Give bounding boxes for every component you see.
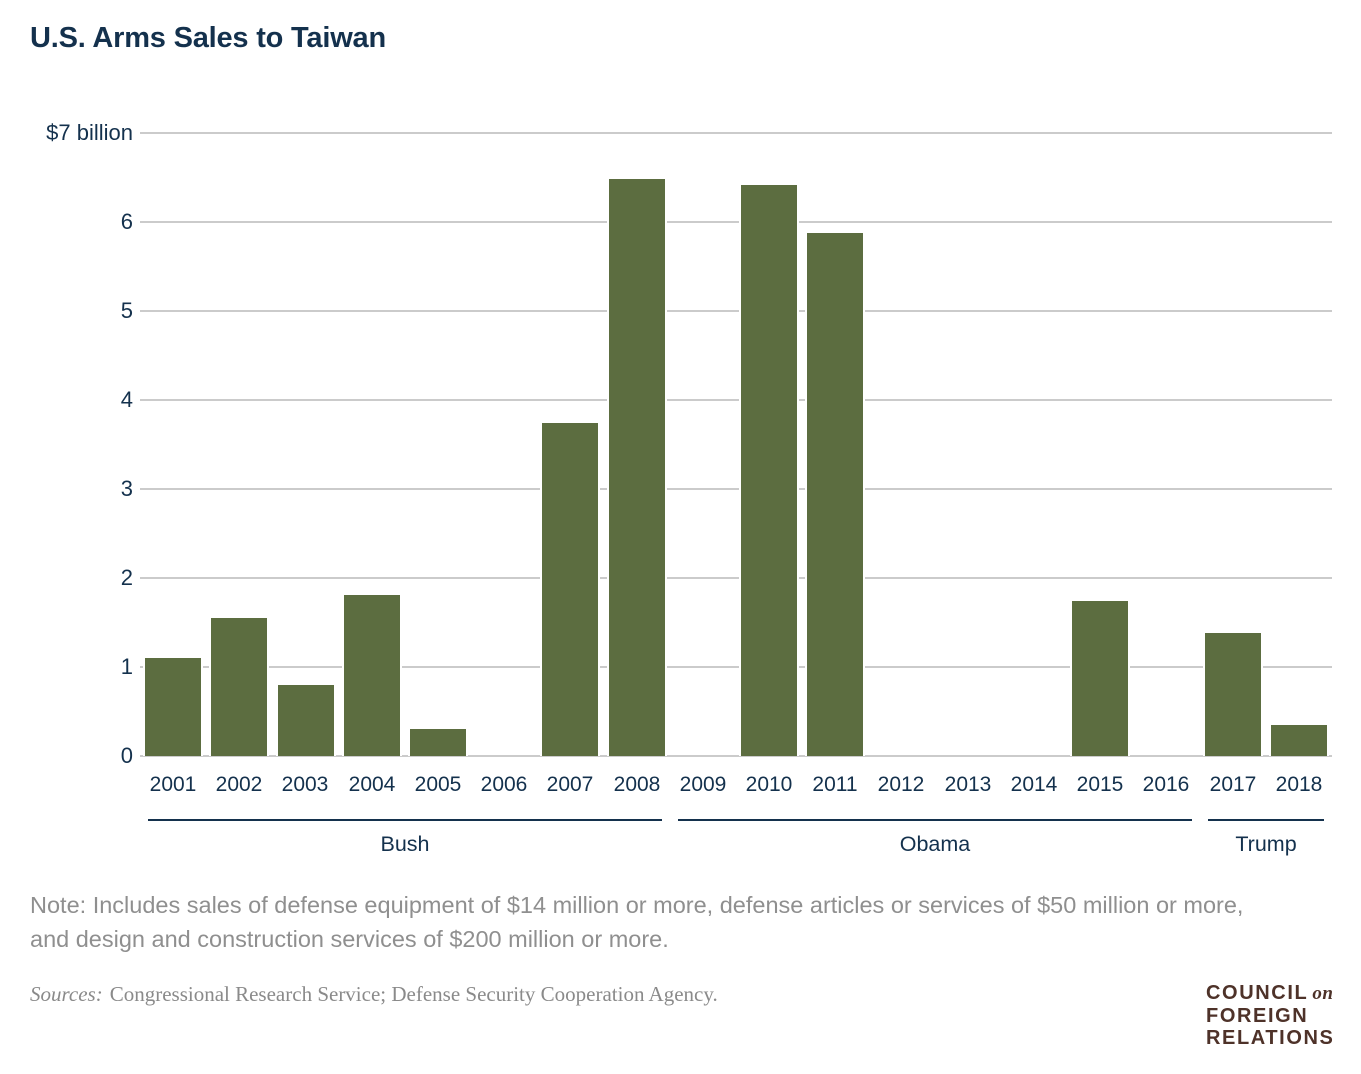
bar-2018: [1271, 725, 1327, 756]
y-axis-label-1: 1: [120, 654, 133, 679]
y-axis-label-3: 3: [120, 476, 133, 501]
x-label-2001: 2001: [149, 773, 197, 796]
bar-2017: [1205, 633, 1261, 756]
gridline-5: [140, 310, 1332, 312]
x-label-2011: 2011: [812, 773, 858, 796]
y-axis-label-5: 5: [120, 298, 133, 323]
gridline-2: [140, 577, 1332, 579]
gridline-4: [140, 399, 1332, 401]
x-label-2017: 2017: [1209, 773, 1257, 796]
president-label-obama: Obama: [899, 832, 971, 856]
president-label-trump: Trump: [1235, 832, 1297, 856]
y-axis-label-4: 4: [120, 387, 133, 412]
x-label-2004: 2004: [348, 773, 396, 796]
bar-2011: [807, 233, 863, 756]
gridline-3: [140, 488, 1332, 490]
logo-line-relations: RELATIONS: [1206, 1027, 1335, 1049]
logo-council: COUNCIL: [1206, 982, 1309, 1004]
x-label-2013: 2013: [944, 773, 992, 796]
x-label-2015: 2015: [1076, 773, 1124, 796]
x-label-2002: 2002: [215, 773, 263, 796]
gridline-6: [140, 221, 1332, 223]
cfr-logo: COUNCIL on FOREIGN RELATIONS: [1206, 982, 1334, 1049]
president-group-line-trump: [1208, 819, 1324, 821]
x-label-2007: 2007: [546, 773, 594, 796]
sources-text: Congressional Research Service; Defense …: [109, 982, 718, 1006]
bar-2004: [344, 595, 400, 756]
x-label-2005: 2005: [414, 773, 462, 796]
logo-on: on: [1312, 983, 1334, 1004]
logo-line-foreign: FOREIGN: [1206, 1005, 1309, 1027]
bar-2007: [542, 423, 598, 756]
logo-line-council-on: COUNCIL on: [1206, 982, 1334, 1005]
x-label-2016: 2016: [1142, 773, 1190, 796]
x-label-2008: 2008: [613, 773, 661, 796]
bar-2010: [741, 185, 797, 756]
x-label-2003: 2003: [281, 773, 329, 796]
page-title: U.S. Arms Sales to Taiwan: [30, 22, 386, 54]
gridline-7: [140, 132, 1332, 134]
bar-chart: 0 1 2 3 4 5 6 $7 billion 2001 2002 2003 2004 2005 200…: [46, 120, 1332, 856]
president-group-line-obama: [678, 819, 1192, 821]
y-axis-label-0: 0: [120, 743, 133, 768]
sources-label: Sources:: [30, 982, 103, 1006]
y-axis-label-2: 2: [120, 565, 133, 590]
y-axis-label-7: $7 billion: [46, 120, 133, 145]
x-label-2009: 2009: [679, 773, 727, 796]
gridline-0: [140, 755, 1332, 757]
bar-2005: [410, 729, 466, 756]
x-label-2006: 2006: [480, 773, 528, 796]
note-text: Note: Includes sales of defense equipmen…: [30, 892, 1244, 952]
x-label-2010: 2010: [745, 773, 793, 796]
sources-line: Sources: Congressional Research Service; …: [30, 982, 718, 1007]
x-label-2014: 2014: [1010, 773, 1058, 796]
x-label-2012: 2012: [877, 773, 925, 796]
y-axis-label-6: 6: [120, 209, 133, 234]
president-group-line-bush: [148, 819, 662, 821]
bar-2015: [1072, 601, 1128, 756]
x-label-2018: 2018: [1275, 773, 1323, 796]
bar-2008: [609, 179, 665, 756]
bar-2001: [145, 658, 201, 756]
bar-2002: [211, 618, 267, 756]
president-label-bush: Bush: [380, 832, 430, 856]
bar-2003: [278, 685, 334, 756]
gridline-1: [140, 666, 1332, 668]
